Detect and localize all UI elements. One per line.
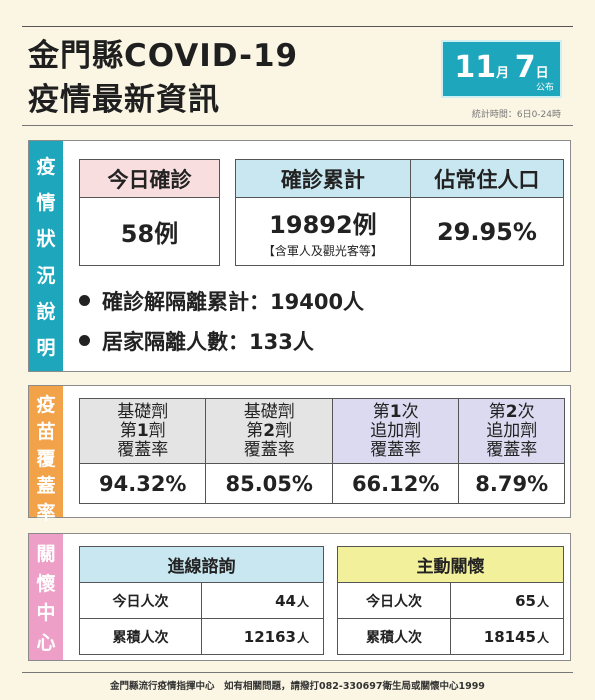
inbound-title: 進線諮詢 — [79, 546, 324, 583]
inbound-table: 進線諮詢 今日人次 44人 累積人次 12163人 — [79, 546, 324, 655]
title-line-2: 疫情最新資訊 — [28, 82, 220, 118]
vaccine-value-primary-1: 94.32% — [78, 463, 207, 504]
vaccine-header-booster-1: 第1次 追加劑 覆蓋率 — [331, 398, 460, 464]
footer-divider — [22, 672, 573, 673]
outreach-today-value: 65 — [515, 591, 536, 610]
date-month-unit: 月 — [496, 66, 510, 81]
date-day: 7 — [514, 50, 536, 85]
care-center-panel: 關 懷 中 心 進線諮詢 今日人次 44人 累積人次 12163人 主動關懷 今… — [28, 533, 571, 661]
cumulative-value: 19892例 — [269, 210, 377, 239]
stat-time: 統計時間：6日0-24時 — [471, 110, 561, 120]
date-day-unit: 日 — [535, 66, 549, 81]
inbound-today-value: 44 — [275, 591, 296, 610]
vaccine-header-primary-1: 基礎劑 第1劑 覆蓋率 — [78, 398, 207, 464]
today-cases-value: 58例 — [79, 197, 220, 266]
inbound-today-label: 今日人次 — [79, 582, 202, 619]
care-side-label: 關 懷 中 心 — [29, 534, 63, 660]
situation-panel: 疫 情 狀 況 說 明 今日確診 58例 確診累計 佔常住人口 19892例 【… — [28, 140, 571, 372]
outreach-total-cell: 18145人 — [450, 618, 564, 655]
outreach-today-label: 今日人次 — [337, 582, 451, 619]
bullet-dot-icon — [79, 335, 90, 346]
bullet-released: 確診解隔離累計：19400人 — [79, 282, 364, 322]
cumulative-value-cell: 19892例 【含軍人及觀光客等】 — [235, 197, 411, 266]
vaccine-value-booster-2: 8.79% — [458, 463, 565, 504]
outreach-title: 主動關懷 — [337, 546, 564, 583]
cumulative-note: 【含軍人及觀光客等】 — [262, 243, 383, 258]
outreach-total-value: 18145 — [483, 627, 536, 646]
header-divider — [22, 125, 573, 126]
outreach-today-cell: 65人 — [450, 582, 564, 619]
page-title: 金門縣COVID-19 疫情最新資訊 — [28, 34, 298, 122]
date-badge: 11月 7日 公布 — [441, 40, 562, 98]
today-cases-label: 今日確診 — [79, 159, 220, 198]
date-published: 公布 — [535, 83, 554, 93]
inbound-total-label: 累積人次 — [79, 618, 202, 655]
vaccine-table: 基礎劑 第1劑 覆蓋率 基礎劑 第2劑 覆蓋率 第1次 追加劑 覆蓋率 第2次 … — [78, 398, 565, 504]
inbound-today-cell: 44人 — [201, 582, 324, 619]
inbound-total-cell: 12163人 — [201, 618, 324, 655]
bullet-home-isolation: 居家隔離人數：133人 — [79, 322, 364, 362]
vaccine-side-label: 疫 苗 覆 蓋 率 — [29, 386, 63, 524]
vaccine-header-booster-2: 第2次 追加劑 覆蓋率 — [458, 398, 565, 464]
ratio-value: 29.95% — [409, 197, 565, 266]
top-divider — [22, 26, 573, 27]
vaccine-header-primary-2: 基礎劑 第2劑 覆蓋率 — [205, 398, 333, 464]
vaccine-value-primary-2: 85.05% — [205, 463, 333, 504]
situation-side-label: 疫 情 狀 況 說 明 — [29, 141, 63, 371]
today-cases-table: 今日確診 58例 — [79, 159, 220, 266]
vaccine-value-booster-1: 66.12% — [331, 463, 460, 504]
situation-bullets: 確診解隔離累計：19400人 居家隔離人數：133人 — [79, 282, 364, 362]
bullet-dot-icon — [79, 295, 90, 306]
cumulative-table: 確診累計 佔常住人口 19892例 【含軍人及觀光客等】 29.95% — [235, 159, 565, 266]
outreach-total-label: 累積人次 — [337, 618, 451, 655]
footer-text: 金門縣流行疫情指揮中心 如有相關問題，請撥打082-330697衛生局或關懷中心… — [110, 681, 485, 692]
inbound-total-value: 12163 — [243, 627, 296, 646]
date-month: 11 — [454, 50, 497, 85]
ratio-label: 佔常住人口 — [409, 159, 565, 198]
title-line-1: 金門縣COVID-19 — [28, 38, 299, 74]
outreach-table: 主動關懷 今日人次 65人 累積人次 18145人 — [337, 546, 564, 655]
cumulative-label: 確診累計 — [235, 159, 411, 198]
vaccine-panel: 疫 苗 覆 蓋 率 基礎劑 第1劑 覆蓋率 基礎劑 第2劑 覆蓋率 第1次 追加… — [28, 385, 571, 524]
